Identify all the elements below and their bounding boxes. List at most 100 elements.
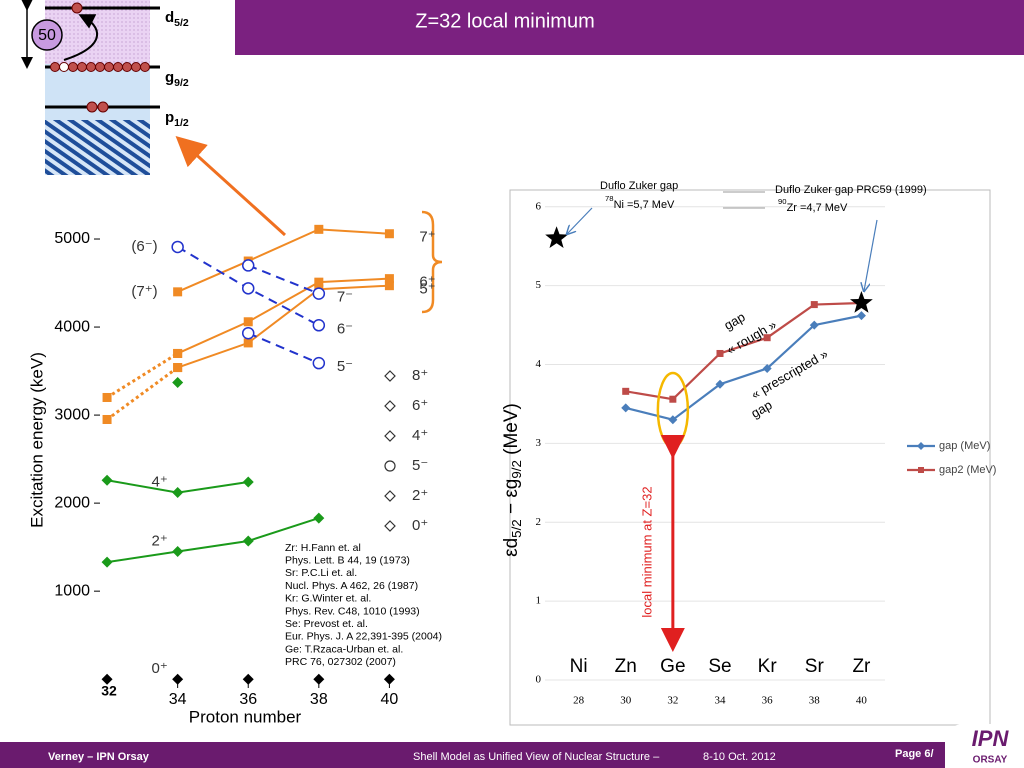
series-line <box>106 352 179 399</box>
element-label: Ni <box>570 656 588 677</box>
point <box>383 673 395 685</box>
footer-date: 8-10 Oct. 2012 <box>703 751 776 763</box>
key-label: 2⁺ <box>412 487 428 504</box>
series-label: (6⁻) <box>131 238 157 255</box>
legend-label: gap2 (MeV) <box>939 464 996 476</box>
x-tick-label: 38 <box>809 695 821 707</box>
element-label: Zn <box>615 656 637 677</box>
point <box>172 673 184 685</box>
point <box>763 334 771 342</box>
page-number: Page 6/ <box>895 748 934 760</box>
key-symbol <box>384 370 396 382</box>
point <box>173 287 183 297</box>
point <box>716 349 724 357</box>
magic-circle <box>31 19 63 51</box>
region-core <box>45 120 150 175</box>
y-tick-label: 2 <box>536 516 542 528</box>
point <box>621 403 631 413</box>
point <box>312 356 326 370</box>
series-line <box>177 284 390 369</box>
reference: PRC 76, 027302 (2007) <box>285 656 396 668</box>
point <box>243 317 253 327</box>
reference: Ge: T.Rzaca-Urban et. al. <box>285 643 403 655</box>
footer-author: Verney – IPN Orsay <box>48 751 150 763</box>
y-axis-label-part: 5/2 <box>509 519 524 538</box>
point <box>173 348 183 358</box>
key-label: 4⁺ <box>412 427 428 444</box>
x-tick-label: 36 <box>239 691 257 708</box>
annotation-arrow <box>864 219 878 291</box>
level-label-part: g <box>165 69 174 86</box>
x-tick-label: 34 <box>715 695 727 707</box>
series-label: (7⁺) <box>131 283 157 300</box>
y-tick-label: 0 <box>536 674 542 686</box>
point <box>102 414 112 424</box>
point <box>243 338 253 348</box>
reference: Phys. Rev. C48, 1010 (1993) <box>285 605 420 617</box>
x-tick-label: 40 <box>856 695 868 707</box>
y-axis-label-part: − εg <box>501 479 522 520</box>
key-symbol <box>384 460 396 472</box>
logo-bg <box>945 724 1024 768</box>
key-symbol <box>384 400 396 412</box>
y-axis-label-part: (MeV) <box>501 403 522 460</box>
series-line <box>177 277 390 355</box>
point <box>312 287 326 300</box>
x-tick-label: 38 <box>310 691 328 708</box>
point <box>809 320 819 330</box>
logo: IPN <box>972 726 1010 751</box>
point <box>102 392 112 402</box>
annotation: Duflo Zuker gap <box>600 180 678 192</box>
x-tick-label: 28 <box>573 695 585 707</box>
star <box>545 226 568 248</box>
level-label: p1/2 <box>165 109 189 129</box>
key-label: 8⁺ <box>412 367 428 384</box>
point <box>242 535 254 547</box>
excitation-arrow <box>63 14 98 61</box>
annotation-part: 78 <box>605 194 614 203</box>
point <box>312 319 326 332</box>
y-tick-label: 1000 <box>54 582 90 599</box>
y-tick-label: 4000 <box>54 318 90 335</box>
nucleon <box>86 101 98 113</box>
y-axis-label-part: εd <box>501 538 522 557</box>
element-label: Ge <box>660 656 685 677</box>
element-label: Zr <box>852 656 871 677</box>
level-label-part: 1/2 <box>174 117 189 129</box>
point <box>241 326 255 340</box>
shell-diagram: 50 neutrons <box>21 0 160 197</box>
series-line <box>247 264 320 295</box>
point <box>172 487 184 499</box>
star <box>850 291 873 313</box>
x-axis-label: Proton number <box>189 707 302 726</box>
x-tick-label: 32 <box>667 695 678 707</box>
reference: Sr: P.C.Li et. al. <box>285 567 357 579</box>
y-tick-label: 1 <box>536 595 542 607</box>
y-axis-label: εd5/2 − εg9/2 (MeV) <box>501 403 524 557</box>
level-label: g9/2 <box>165 69 189 89</box>
x-tick-label: 30 <box>620 695 632 707</box>
logo-sub: ORSAY <box>973 755 1008 766</box>
key-symbol <box>384 520 396 532</box>
x-tick-label: 36 <box>762 695 774 707</box>
series-line <box>106 366 179 421</box>
point <box>762 363 772 373</box>
series-label: 7⁺ <box>419 229 435 246</box>
magic-number: 50 <box>38 27 56 44</box>
point <box>172 546 184 558</box>
y-tick-label: 5000 <box>54 230 90 247</box>
level-label-part: 9/2 <box>174 77 189 89</box>
g-nucleons <box>50 62 150 72</box>
series-label: 2⁺ <box>152 533 168 550</box>
annotation: 90Zr =4,7 MeV <box>778 197 848 214</box>
point <box>384 281 394 291</box>
point <box>101 673 113 685</box>
point <box>856 311 866 321</box>
key-label: 6⁺ <box>412 397 428 414</box>
y-tick-label: 2000 <box>54 494 90 511</box>
reference: Eur. Phys. J. A 22,391-395 (2004) <box>285 631 442 643</box>
point <box>313 512 325 524</box>
annotation-arrow <box>567 207 593 234</box>
